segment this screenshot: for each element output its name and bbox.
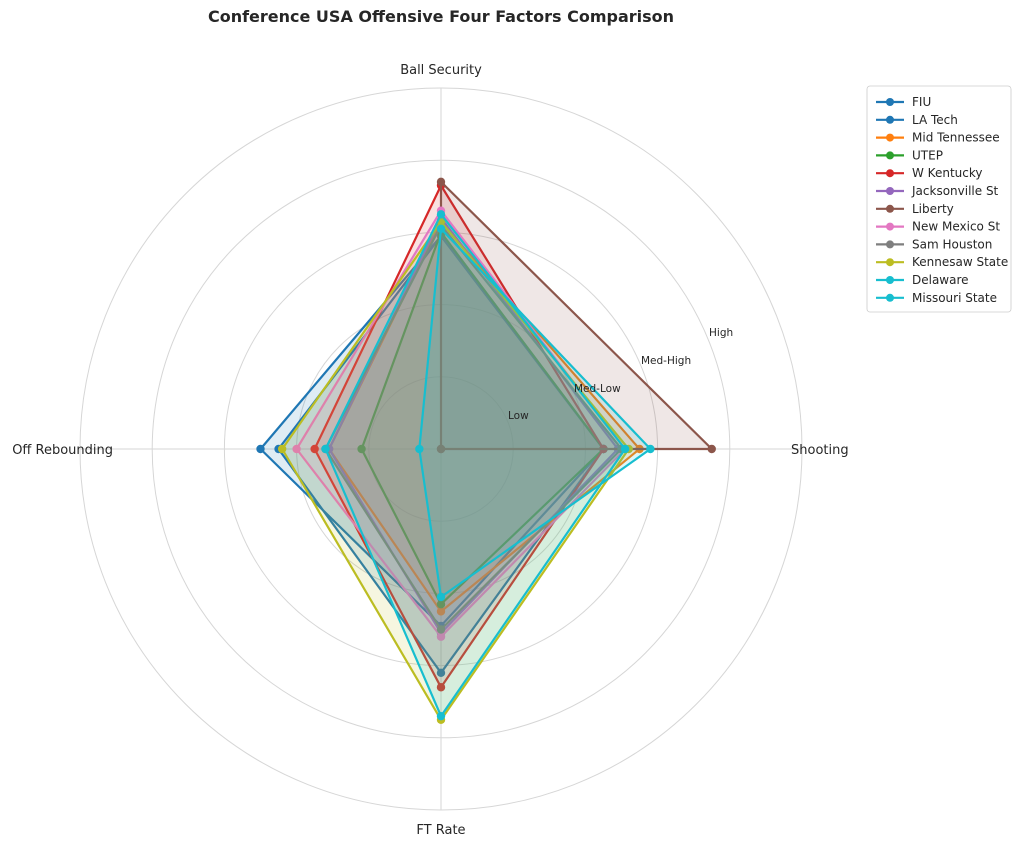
data-point bbox=[277, 444, 287, 454]
legend-entry: New Mexico St bbox=[912, 220, 1000, 234]
legend-swatch-marker bbox=[886, 222, 894, 231]
data-point bbox=[436, 668, 446, 678]
radar-series-group bbox=[256, 177, 716, 724]
axis-label-shooting: Shooting bbox=[791, 443, 849, 458]
data-point bbox=[436, 224, 446, 233]
data-point bbox=[310, 444, 319, 454]
series-line bbox=[439, 180, 713, 451]
legend-entry: Missouri State bbox=[912, 291, 997, 305]
series-area bbox=[329, 218, 618, 634]
data-point bbox=[707, 444, 716, 454]
legend-entry: Jacksonville St bbox=[911, 184, 999, 198]
data-point bbox=[436, 210, 446, 219]
legend-swatch-marker bbox=[886, 169, 894, 178]
legend-frame bbox=[866, 85, 1012, 313]
data-point bbox=[436, 177, 446, 187]
legend-entry: Kennesaw State bbox=[912, 255, 1008, 269]
series-area bbox=[260, 236, 604, 626]
series-area bbox=[325, 214, 626, 717]
chart-title: Conference USA Offensive Four Factors Co… bbox=[208, 7, 674, 26]
legend-swatch-marker bbox=[886, 187, 894, 195]
legend-entry: Delaware bbox=[912, 273, 969, 287]
series-area bbox=[325, 225, 622, 630]
data-point bbox=[292, 444, 301, 454]
data-point bbox=[436, 444, 446, 454]
data-point bbox=[436, 683, 446, 692]
radial-tick-med-high: Med-High bbox=[641, 355, 691, 367]
series-area bbox=[329, 221, 640, 612]
legend-entry: LA Tech bbox=[912, 113, 958, 127]
series-liberty bbox=[436, 177, 716, 454]
axis-label-ft-rate: FT Rate bbox=[416, 823, 465, 838]
series-area bbox=[314, 185, 604, 688]
axis-label-ball-security: Ball Security bbox=[400, 63, 482, 78]
data-point bbox=[646, 444, 655, 454]
series-area bbox=[419, 228, 651, 598]
legend-entry: Liberty bbox=[912, 202, 954, 216]
radial-tick-high: High bbox=[709, 327, 733, 339]
data-point bbox=[436, 625, 446, 634]
legend-swatch-marker bbox=[886, 115, 894, 124]
legend-entry: Mid Tennessee bbox=[912, 131, 1000, 145]
legend-swatch-marker bbox=[886, 151, 894, 160]
legend-swatch-marker bbox=[886, 276, 894, 284]
legend-entry: W Kentucky bbox=[912, 166, 982, 180]
data-point bbox=[620, 444, 630, 454]
data-point bbox=[256, 444, 265, 454]
series-missouri-state bbox=[415, 224, 655, 602]
legend-swatch-marker bbox=[886, 240, 894, 249]
radar-axis-labels: Ball Security Shooting FT Rate Off Rebou… bbox=[12, 63, 848, 838]
data-point bbox=[321, 444, 330, 454]
data-point bbox=[415, 444, 424, 454]
series-area bbox=[361, 232, 604, 605]
legend-entry: Sam Houston bbox=[912, 237, 992, 251]
legend-entry: UTEP bbox=[912, 148, 943, 162]
radial-tick-low: Low bbox=[508, 410, 529, 422]
data-point bbox=[436, 711, 446, 721]
legend-swatch-marker bbox=[886, 204, 894, 213]
data-point bbox=[436, 632, 446, 641]
legend-swatch-marker bbox=[886, 293, 894, 302]
data-point bbox=[436, 607, 446, 616]
legend-swatch-marker bbox=[886, 133, 894, 142]
data-point bbox=[357, 444, 366, 454]
radial-tick-med-low: Med-Low bbox=[574, 383, 621, 395]
series-delaware bbox=[321, 210, 630, 721]
legend-swatch-marker bbox=[886, 258, 894, 267]
legend-entry: FIU bbox=[912, 95, 931, 109]
data-point bbox=[436, 592, 446, 602]
legend-swatch-marker bbox=[886, 98, 894, 106]
data-point bbox=[436, 600, 446, 609]
chart-legend: FIU LA Tech Mid Tennessee UTEP W Kentucky Jac… bbox=[866, 85, 1012, 313]
axis-label-off-rebounding: Off Rebounding bbox=[12, 443, 113, 458]
